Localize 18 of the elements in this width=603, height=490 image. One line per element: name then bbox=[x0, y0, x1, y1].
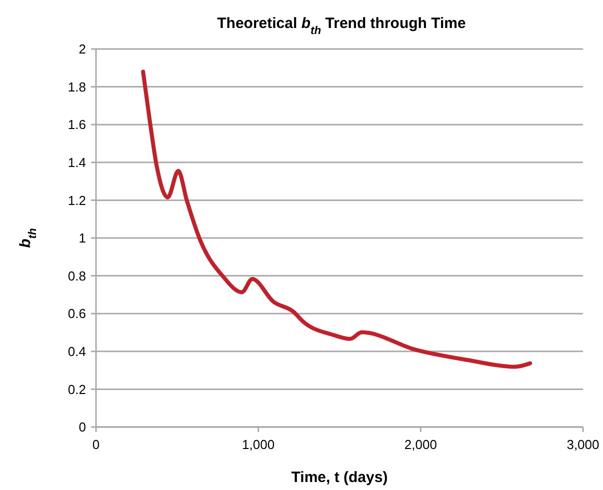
y-tick-label: 1.8 bbox=[68, 79, 86, 94]
y-tick-label: 0.2 bbox=[68, 382, 86, 397]
y-tick-label: 1 bbox=[78, 230, 86, 246]
y-tick-label: 1.6 bbox=[68, 117, 86, 132]
y-tick-label: 0 bbox=[78, 420, 86, 435]
x-tick-label: 2,000 bbox=[404, 437, 437, 452]
line-series bbox=[141, 70, 532, 369]
y-tick-label: 0.4 bbox=[68, 344, 86, 359]
y-tick-label: 1.2 bbox=[68, 192, 86, 208]
x-tick-label: 1,000 bbox=[242, 437, 275, 452]
y-tick-label: 0.6 bbox=[68, 306, 86, 322]
x-tick-label: 0 bbox=[92, 437, 100, 452]
y-tick-label: 2 bbox=[78, 42, 86, 57]
x-axis-title: Time, t (days) bbox=[291, 469, 388, 486]
chart-title: Theoretical b$_{th}$ Trend through Time bbox=[217, 15, 466, 37]
y-tick-label: 1.4 bbox=[68, 154, 86, 170]
y-tick-label: 0.8 bbox=[68, 268, 86, 284]
x-tick-label: 3,000 bbox=[566, 437, 600, 452]
